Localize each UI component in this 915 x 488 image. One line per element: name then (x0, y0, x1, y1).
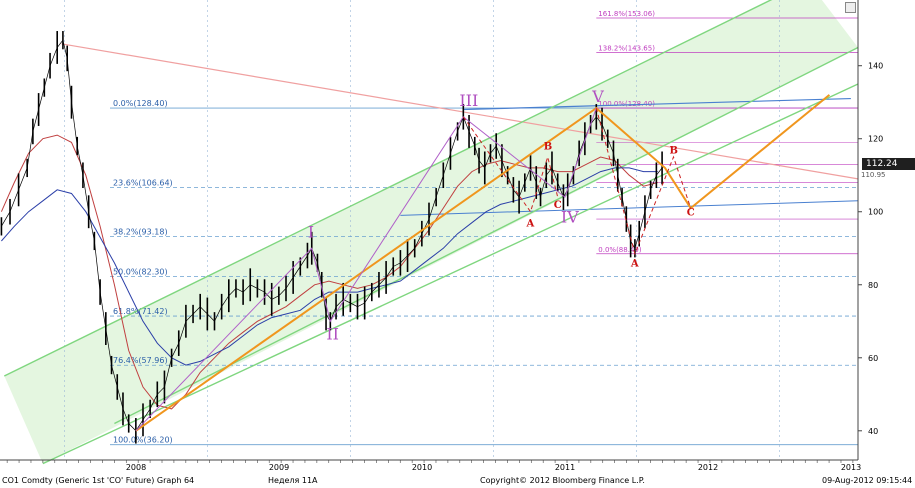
fib-level-label: 23.6%(106.64) (113, 179, 173, 188)
fib-level-label: 61.8%(71.42) (113, 307, 168, 316)
fib-extension-label: 138.2%(143.65) (598, 44, 655, 52)
footer-security-label: CO1 Comdty (Generic 1st 'CO' Future) Gra… (2, 476, 195, 485)
wave-label: I (308, 222, 314, 241)
wave-label: II (326, 325, 339, 344)
wave-connector (135, 107, 597, 432)
top-line (463, 97, 851, 111)
wave-label: V (591, 87, 604, 106)
y-tick-label: 40 (868, 427, 878, 436)
y-tick-label: 140 (868, 62, 883, 71)
support-line (400, 200, 859, 216)
wave-label: III (459, 91, 478, 110)
moving-average-red (0, 134, 658, 410)
resistance-line (61, 43, 859, 180)
fib-extension-label: 161.8%(153.06) (598, 10, 655, 18)
fib-level-label: 38.2%(93.18) (113, 228, 168, 237)
x-tick-label: 2010 (412, 463, 432, 472)
footer-note: Неделя 11А (268, 476, 318, 485)
x-tick-label: 2009 (269, 463, 289, 472)
footer-copyright: Copyright© 2012 Bloomberg Finance L.P. (480, 476, 645, 485)
channel-upper (3, 0, 773, 377)
wave-label: B (670, 145, 678, 156)
fib-level-label: 100.0%(36.20) (113, 436, 173, 445)
moving-average-blue (1, 167, 658, 366)
y-tick-label: 120 (868, 135, 883, 144)
y-tick-label: 80 (868, 281, 878, 290)
chart-options-icon[interactable] (845, 2, 856, 13)
current-price-tag: 112.24 (862, 158, 915, 170)
wave-label: B (544, 142, 552, 153)
x-tick-label: 2008 (126, 463, 146, 472)
fib-level-label: 76.4%(57.96) (113, 356, 168, 365)
fib-extension-label: 100.0%(128.40) (598, 100, 655, 108)
wave-label: C (687, 207, 695, 218)
fib-level-label: 0.0%(128.40) (113, 99, 168, 108)
abc-correction-1 (462, 116, 559, 213)
abc-correction-2 (595, 107, 692, 256)
channel-mid (114, 46, 859, 425)
wave-label: C (554, 200, 562, 211)
fib-extension-label: 0.0%(88.49) (598, 246, 642, 254)
footer-timestamp: 09-Aug-2012 09:15:44 (822, 476, 913, 485)
x-tick-label: 2011 (555, 463, 575, 472)
channel-fill (4, 0, 858, 464)
y-tick-label: 100 (868, 208, 883, 217)
price-marker-label: 110.95 (861, 171, 886, 179)
y-tick-label: 60 (868, 354, 878, 363)
projection-line (135, 94, 831, 432)
fib-level-label: 50.0%(82.30) (113, 267, 168, 276)
wave-label: A (630, 259, 639, 270)
x-tick-label: 2012 (698, 463, 718, 472)
wave-label: A (526, 218, 535, 229)
wave-label: IV (561, 208, 579, 227)
x-tick-label: 2013 (841, 463, 861, 472)
